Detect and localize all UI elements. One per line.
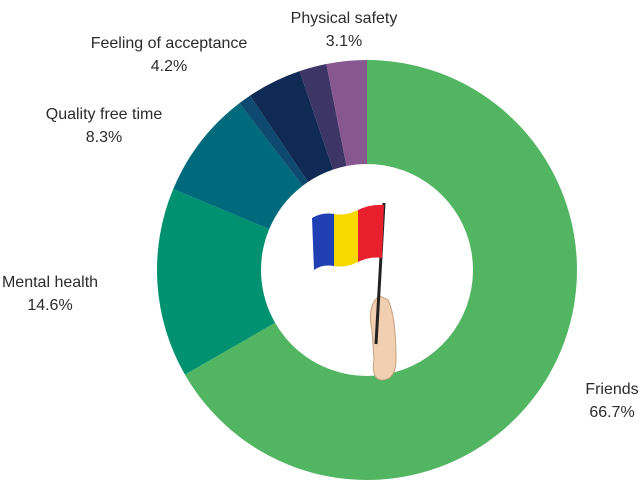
slice-label: Mental health (2, 274, 98, 291)
flag-icon (312, 203, 396, 380)
slice-value-label: 14.6% (27, 297, 72, 314)
slice-label: Physical safety (291, 10, 398, 27)
donut (157, 60, 577, 480)
slice-value-label: 4.2% (151, 58, 187, 75)
slice-value-label: 3.1% (326, 33, 362, 50)
slice-label: Feeling of acceptance (91, 35, 248, 52)
slice-value-label: 8.3% (86, 129, 122, 146)
slice-value-label: 66.7% (589, 404, 634, 421)
slice-label: Quality free time (46, 106, 163, 123)
slice-label: Friends (585, 381, 638, 398)
chart: Friends 66.7% Mental health 14.6% Quality fr… (0, 0, 644, 483)
